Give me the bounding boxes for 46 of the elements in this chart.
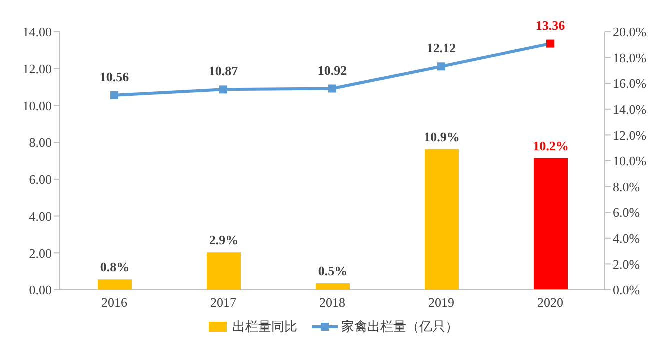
y2-tick-label: 2.0% bbox=[613, 256, 640, 272]
y-tick-label: 12.00 bbox=[22, 61, 52, 76]
y2-tick-label: 4.0% bbox=[613, 231, 640, 246]
y-tick-label: 10.00 bbox=[22, 98, 52, 114]
y2-tick-label: 20.0% bbox=[613, 24, 647, 40]
point bbox=[328, 84, 336, 93]
legend-label: 家禽出栏量（亿只） bbox=[340, 319, 458, 336]
y2-tick-label: 10.0% bbox=[613, 154, 647, 169]
data-label: 10.2% bbox=[533, 138, 569, 154]
data-label: 10.87 bbox=[208, 64, 239, 79]
bar bbox=[534, 158, 568, 290]
bar bbox=[316, 284, 350, 290]
y-tick-label: 14.00 bbox=[22, 24, 52, 40]
x-tick-label: 2017 bbox=[210, 295, 237, 310]
data-label: 10.9% bbox=[424, 129, 460, 144]
x-tick-label: 2020 bbox=[538, 295, 564, 310]
data-label: 2.9% bbox=[209, 232, 239, 248]
x-tick-label: 2018 bbox=[320, 295, 346, 310]
bar bbox=[98, 280, 132, 290]
y2-tick-label: 16.0% bbox=[613, 76, 647, 92]
y2-tick-label: 14.0% bbox=[613, 102, 647, 118]
bar bbox=[425, 149, 459, 290]
y-tick-label: 4.00 bbox=[29, 208, 52, 224]
point bbox=[220, 86, 228, 94]
y-tick-label: 2.00 bbox=[29, 246, 52, 261]
y-tick-label: 0.00 bbox=[29, 282, 52, 298]
y2-tick-label: 18.0% bbox=[613, 50, 647, 66]
y-tick-label: 6.00 bbox=[29, 172, 52, 188]
data-label: 12.12 bbox=[426, 40, 456, 56]
data-label: 13.36 bbox=[536, 18, 566, 33]
point bbox=[546, 40, 554, 48]
y2-tick-label: 6.0% bbox=[613, 205, 640, 220]
y2-tick-label: 12.0% bbox=[613, 128, 647, 143]
data-label: 0.5% bbox=[318, 264, 348, 279]
bar bbox=[207, 252, 241, 290]
data-label: 0.8% bbox=[100, 260, 130, 275]
point bbox=[110, 91, 118, 100]
data-label: 10.92 bbox=[318, 62, 348, 78]
y-tick-label: 8.00 bbox=[29, 135, 52, 150]
x-tick-label: 2016 bbox=[102, 295, 128, 310]
point bbox=[438, 62, 446, 71]
y2-tick-label: 0.0% bbox=[613, 282, 640, 298]
x-tick-label: 2019 bbox=[428, 295, 454, 310]
data-label: 10.56 bbox=[100, 69, 130, 84]
legend-label: 出栏量同比 bbox=[232, 319, 298, 336]
y2-tick-label: 8.0% bbox=[613, 179, 640, 194]
